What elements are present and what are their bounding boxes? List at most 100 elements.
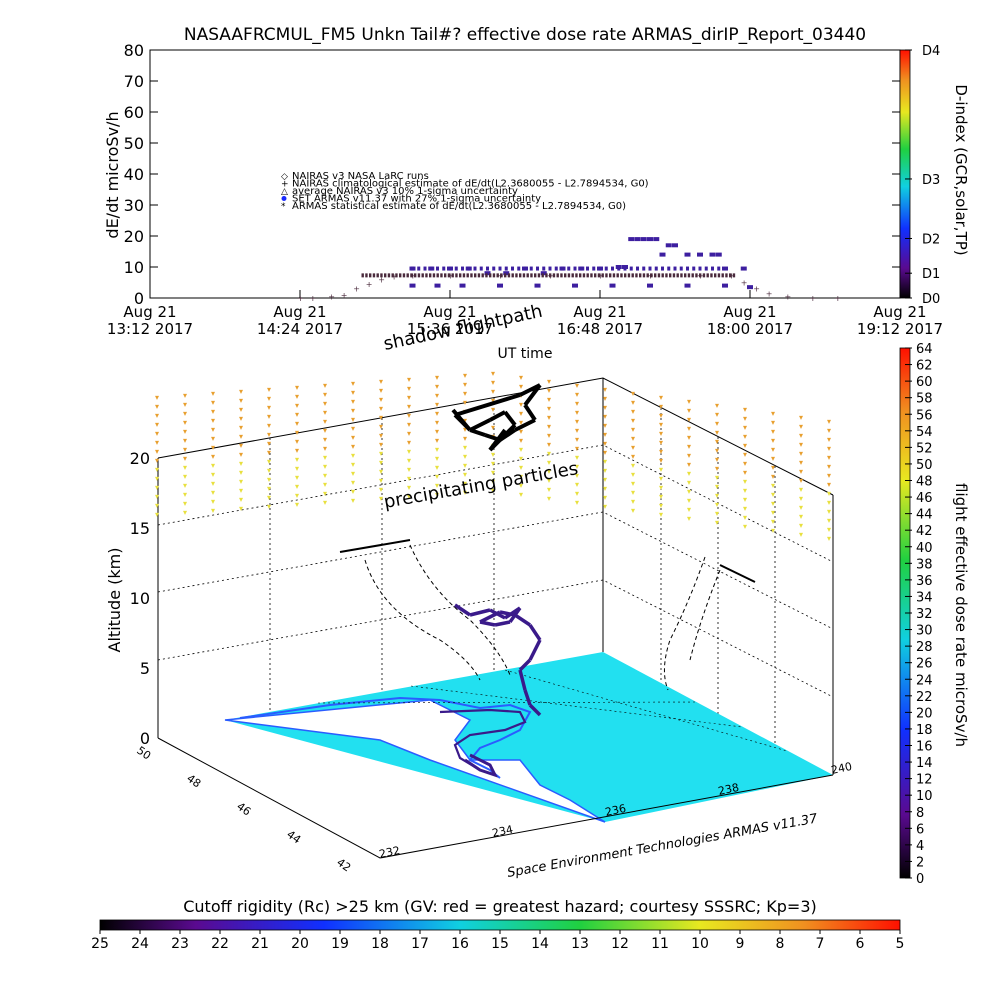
particle-mark: ▾: [183, 445, 187, 454]
top-point-nairas-band: [624, 273, 627, 278]
particle-mark: ▾: [267, 403, 271, 412]
top-point-nairas-band: [650, 273, 653, 278]
flight-track-segment: [469, 608, 491, 617]
flight-track-segment: [518, 658, 532, 672]
top-point-armas-band: [586, 266, 589, 271]
particle-mark: ▾: [239, 495, 243, 504]
top-point-armas: [503, 271, 510, 276]
particle-mark: ▾: [211, 398, 215, 407]
top-point-nairas: +: [328, 292, 335, 301]
particle-mark: ▾: [295, 473, 299, 482]
particle-mark: ▾: [799, 512, 803, 521]
cutoff-rigidity-tick-label: 19: [331, 936, 349, 952]
particle-mark: ▾: [491, 405, 495, 414]
particle-mark: ▾: [351, 496, 355, 505]
top-point-nairas: +: [835, 294, 842, 303]
particle-mark: ▾: [351, 451, 355, 460]
top-point-nairas-band: [672, 273, 676, 278]
top-point-armas-band: [679, 266, 683, 271]
particle-mark: ▾: [743, 441, 747, 450]
dose-colorbar-tick-label: 30: [916, 624, 933, 639]
top-point-nairas-band: [721, 273, 724, 278]
particle-mark: ▾: [771, 463, 775, 472]
particle-mark: ▾: [435, 373, 439, 382]
particle-mark: ▾: [463, 443, 467, 452]
dose-colorbar-tick-label: 24: [916, 673, 933, 688]
top-point-nairas-band: [504, 273, 507, 278]
top-point-nairas-band: [519, 273, 522, 278]
top-point-nairas-band: [496, 273, 499, 278]
top-point-nairas-band: [714, 273, 717, 278]
particle-mark: ▾: [351, 379, 355, 388]
particle-mark: ▾: [827, 525, 831, 534]
shadow-track-segment: [488, 428, 507, 452]
particle-mark: ▾: [155, 474, 159, 483]
top-y-tick-label: 20: [124, 227, 144, 246]
particle-mark: ▾: [659, 474, 663, 483]
top-point-nairas-band: [545, 273, 548, 278]
particle-mark: ▾: [547, 395, 551, 404]
credit-text: Space Environment Technologies ARMAS v11…: [506, 811, 819, 881]
top-y-tick-label: 0: [134, 289, 144, 308]
latitude-tick-label: 46: [234, 800, 253, 819]
particle-mark: ▾: [295, 383, 299, 392]
longitude-tick-label: 240: [830, 760, 853, 777]
particle-mark: ▾: [267, 475, 271, 484]
wall-shadow-track: [339, 539, 756, 583]
top-point-armas: [684, 252, 691, 257]
particle-mark: ▾: [407, 438, 411, 447]
particle-mark: ▾: [519, 481, 523, 490]
flight-track-segment: [454, 603, 471, 617]
particle-mark: ▾: [715, 464, 719, 473]
particle-mark: ▾: [771, 445, 775, 454]
particle-mark: ▾: [491, 423, 495, 432]
particle-mark: ▾: [715, 518, 719, 527]
particle-mark: ▾: [267, 448, 271, 457]
dose-colorbar-tick-label: 2: [916, 855, 924, 870]
particle-mark: ▾: [239, 468, 243, 477]
top-point-nairas-band: [421, 273, 424, 278]
top-point-nairas: +: [753, 285, 760, 294]
particle-mark: ▾: [743, 477, 747, 486]
particle-mark: ▾: [435, 481, 439, 490]
dose-colorbar-tick-label: 22: [916, 690, 933, 705]
particle-mark: ▾: [295, 437, 299, 446]
top-point-nairas-band: [687, 273, 691, 278]
legend-symbol: [281, 196, 287, 201]
particle-mark: ▾: [547, 404, 551, 413]
particle-mark: ▾: [603, 457, 607, 466]
top-point-armas: [715, 252, 722, 257]
particle-mark: ▾: [519, 382, 523, 391]
d-index-tick-label: D3: [922, 173, 940, 188]
particle-mark: ▾: [715, 428, 719, 437]
particle-mark: ▾: [463, 398, 467, 407]
top-point-armas: [722, 283, 728, 288]
dose-colorbar-tick-label: 4: [916, 839, 924, 854]
particle-mark: ▾: [519, 400, 523, 409]
top-point-nairas-band: [402, 273, 406, 278]
top-point-armas: [640, 237, 647, 242]
top-point-nairas: +: [366, 280, 373, 289]
dose-colorbar-tick-label: 48: [916, 475, 933, 490]
top-point-armas-band: [573, 266, 577, 271]
particle-mark: ▾: [575, 498, 579, 507]
particle-mark: ▾: [435, 463, 439, 472]
particle-mark: ▾: [743, 522, 747, 531]
dose-colorbar-tick-label: 8: [916, 806, 924, 821]
particle-mark: ▾: [743, 405, 747, 414]
top-point-nairas-band: [414, 273, 417, 278]
particle-mark: ▾: [211, 452, 215, 461]
top-y-tick-label: 10: [124, 258, 144, 277]
top-point-nairas-band: [447, 273, 451, 278]
top-point-nairas: +: [391, 272, 398, 281]
particle-mark: ▾: [743, 414, 747, 423]
particle-mark: ▾: [379, 485, 383, 494]
top-point-armas: [747, 285, 753, 290]
particle-mark: ▾: [295, 482, 299, 491]
top-point-nairas-band: [440, 273, 443, 278]
particle-mark: ▾: [547, 440, 551, 449]
cutoff-rigidity-label: Cutoff rigidity (Rc) >25 km (GV: red = g…: [183, 897, 817, 916]
top-point-nairas-band: [369, 273, 372, 278]
top-point-nairas-band: [706, 273, 709, 278]
dose-colorbar-tick-label: 60: [916, 375, 933, 390]
